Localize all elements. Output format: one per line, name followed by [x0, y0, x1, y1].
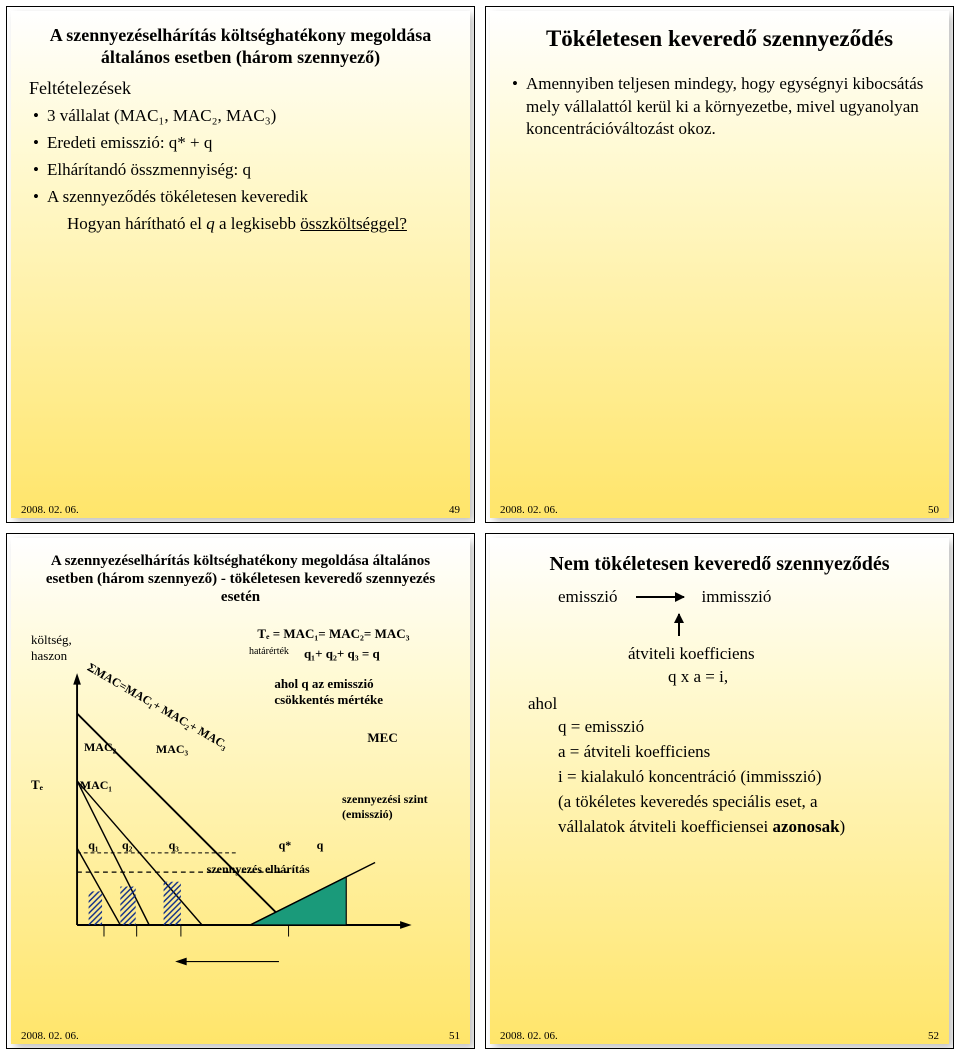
slide-footer: 2008. 02. 06. 49	[21, 504, 460, 516]
slide-49: A szennyezéselhárítás költséghatékony me…	[6, 6, 475, 523]
yaxis-label: költség,haszon	[31, 632, 72, 664]
chart: költség,haszon Tₑ = MAC₁= MAC₂= MAC₃ hat…	[29, 620, 452, 1019]
slide-content: Nem tökéletesen keveredő szennyeződés em…	[490, 538, 949, 1045]
def-item: i = kialakuló koncentráció (immisszió)	[558, 766, 931, 789]
def-item: vállalatok átviteli koefficiensei azonos…	[558, 816, 931, 839]
definitions-list: q = emisszió a = átviteli koefficiens i …	[558, 716, 931, 839]
q2-label: q₂	[122, 838, 132, 853]
meaning-label: ahol q az emissziócsökkentés mértéke	[274, 676, 383, 708]
slide-title: A szennyezéselhárítás költséghatékony me…	[29, 552, 452, 606]
hatarertek-label: határérték	[249, 646, 289, 657]
footer-page: 50	[928, 504, 939, 516]
slide-content: Tökéletesen keveredő szennyeződés Amenny…	[490, 11, 949, 518]
subhead: Feltételezések	[29, 78, 452, 99]
footer-page: 51	[449, 1030, 460, 1042]
q-label: q	[317, 838, 324, 853]
slide-title: Tökéletesen keveredő szennyeződés	[508, 25, 931, 53]
footer-page: 52	[928, 1030, 939, 1042]
footer-date: 2008. 02. 06.	[500, 1030, 558, 1042]
slide-content: A szennyezéselhárítás költséghatékony me…	[11, 538, 470, 1045]
qstar-label: q*	[279, 838, 292, 853]
emisszio-label: emisszió	[558, 586, 618, 609]
indent-line: Hogyan hárítható el q a legkisebb összkö…	[67, 213, 452, 236]
def-item: a = átviteli koefficiens	[558, 741, 931, 764]
immisszio-label: immisszió	[702, 586, 772, 609]
bullet-list: 3 vállalat (MAC₁, MAC₂, MAC₃) Eredeti em…	[29, 105, 452, 213]
bullet-item: A szennyeződés tökéletesen keveredik	[33, 186, 452, 209]
slide-50: Tökéletesen keveredő szennyeződés Amenny…	[485, 6, 954, 523]
mac2-label: MAC₂	[84, 740, 116, 755]
slide-footer: 2008. 02. 06. 51	[21, 1030, 460, 1042]
te-axis-label: Tₑ	[31, 777, 43, 793]
elharitas-label: szennyezés elhárítás	[207, 862, 310, 877]
bullet-item: Amennyiben teljesen mindegy, hogy egység…	[512, 73, 931, 142]
slide-51: A szennyezéselhárítás költséghatékony me…	[6, 533, 475, 1050]
bullet-item: Elhárítandó összmennyiség: q	[33, 159, 452, 182]
slide-52: Nem tökéletesen keveredő szennyeződés em…	[485, 533, 954, 1050]
slide-body: emisszió immisszió átviteli koefficiens …	[508, 586, 931, 841]
szint-label: szennyezési szint(emisszió)	[342, 792, 428, 822]
footer-date: 2008. 02. 06.	[21, 1030, 79, 1042]
te-eq-label: Tₑ = MAC₁= MAC₂= MAC₃	[257, 626, 409, 642]
footer-date: 2008. 02. 06.	[500, 504, 558, 516]
slide-title: A szennyezéselhárítás költséghatékony me…	[29, 25, 452, 68]
q1-label: q₁	[88, 838, 98, 853]
formula-label: q x a = i,	[668, 666, 931, 689]
bullet-item: 3 vállalat (MAC₁, MAC₂, MAC₃)	[33, 105, 452, 128]
slide-content: A szennyezéselhárítás költséghatékony me…	[11, 11, 470, 518]
bullet-list: Amennyiben teljesen mindegy, hogy egység…	[508, 73, 931, 146]
qsum-label: q₁+ q₂+ q₃ = q	[304, 646, 380, 662]
atvitel-label: átviteli koefficiens	[628, 643, 931, 666]
mac1-label: MAC₁	[80, 778, 112, 793]
slide-title: Nem tökéletesen keveredő szennyeződés	[508, 552, 931, 576]
bullet-item: Eredeti emisszió: q* + q	[33, 132, 452, 155]
footer-page: 49	[449, 504, 460, 516]
arrow-right-icon	[636, 596, 684, 598]
ahol-label: ahol	[528, 693, 931, 716]
footer-date: 2008. 02. 06.	[21, 504, 79, 516]
slide-footer: 2008. 02. 06. 52	[500, 1030, 939, 1042]
arrow-up-icon	[678, 614, 680, 636]
mec-label: MEC	[367, 730, 397, 746]
mac3-label: MAC₃	[156, 742, 188, 757]
def-item: q = emisszió	[558, 716, 931, 739]
slide-footer: 2008. 02. 06. 50	[500, 504, 939, 516]
q3-label: q₃	[169, 838, 179, 853]
def-item: (a tökéletes keveredés speciális eset, a	[558, 791, 931, 814]
